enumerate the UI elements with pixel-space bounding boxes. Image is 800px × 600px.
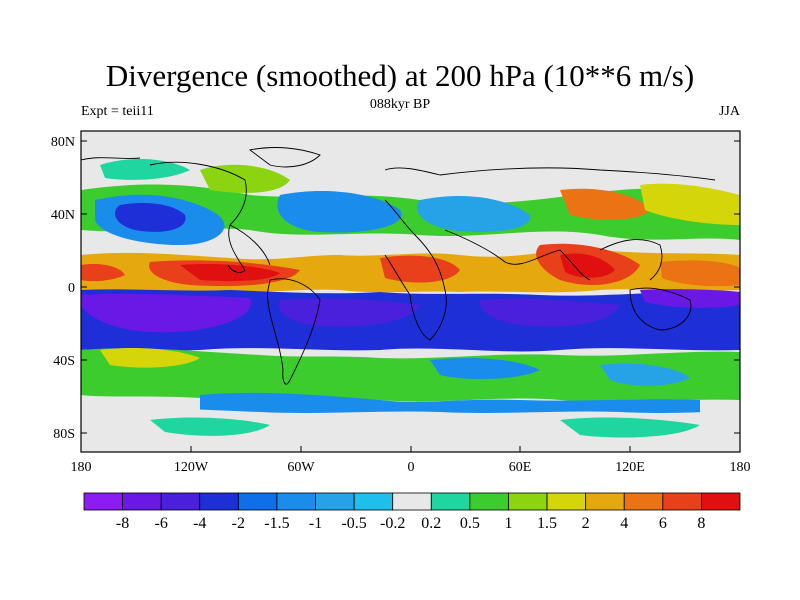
lon-tick-120e: 120E — [615, 460, 645, 475]
colorbar-label: 6 — [659, 515, 667, 532]
colorbar-label: -2 — [232, 515, 245, 532]
lat-tick-40s: 40S — [53, 354, 75, 369]
divergence-field — [81, 131, 740, 452]
colorbar-box — [508, 492, 548, 511]
colorbar-box — [585, 492, 625, 511]
colorbar-label: -4 — [193, 515, 206, 532]
plot-title: Divergence (smoothed) at 200 hPa (10**6 … — [105, 58, 695, 93]
colorbar-labels: -8 -6 -4 -2 -1.5 -1 -0.5 -0.2 0.2 0.5 1 1.5 2 4 6 8 — [116, 515, 705, 532]
colorbar-label: -1 — [309, 515, 322, 532]
colorbar-label: -1.5 — [264, 515, 289, 532]
coastlines — [81, 147, 716, 385]
colorbar-label: -0.5 — [341, 515, 366, 532]
lat-tick-marks — [81, 140, 740, 434]
lat-tick-40n: 40N — [51, 208, 75, 223]
lon-tick-60e: 60E — [509, 460, 532, 475]
colorbar-box — [315, 492, 355, 511]
lon-tick-marks — [80, 446, 741, 452]
colorbar-label: 1.5 — [537, 515, 557, 532]
colorbar-box — [160, 492, 201, 511]
colorbar — [83, 492, 741, 511]
colorbar-box — [662, 492, 702, 511]
colorbar-label: 0.2 — [421, 515, 441, 532]
colorbar-box — [199, 492, 239, 511]
colorbar-label: 2 — [582, 515, 590, 532]
colorbar-box — [430, 492, 471, 511]
colorbar-label: -6 — [155, 515, 168, 532]
colorbar-box — [546, 492, 587, 511]
colorbar-box — [623, 492, 664, 511]
colorbar-label: 1 — [504, 515, 512, 532]
lon-tick-120w: 120W — [174, 460, 209, 475]
colorbar-box — [353, 492, 394, 511]
colorbar-box — [237, 492, 278, 511]
lon-tick-0: 0 — [408, 460, 415, 475]
experiment-label: Expt = teii11 — [81, 104, 154, 119]
lat-tick-80s: 80S — [53, 427, 75, 442]
colorbar-box — [469, 492, 509, 511]
lon-tick-180w: 180 — [71, 460, 92, 475]
colorbar-label: 4 — [620, 515, 628, 532]
colorbar-box — [83, 492, 123, 511]
colorbar-label: 8 — [697, 515, 705, 532]
lon-tick-180e: 180 — [730, 460, 751, 475]
colorbar-box — [392, 492, 432, 511]
colorbar-box — [276, 492, 316, 511]
colorbar-label: -0.2 — [380, 515, 405, 532]
colorbar-label: 0.5 — [460, 515, 480, 532]
time-label: 088kyr BP — [369, 97, 431, 112]
lat-tick-80n: 80N — [51, 135, 75, 150]
season-label: JJA — [718, 104, 740, 119]
lon-tick-60w: 60W — [287, 460, 315, 475]
colorbar-label: -8 — [116, 515, 129, 532]
colorbar-box — [122, 492, 162, 511]
lat-tick-0: 0 — [68, 281, 75, 296]
colorbar-box — [701, 492, 741, 511]
